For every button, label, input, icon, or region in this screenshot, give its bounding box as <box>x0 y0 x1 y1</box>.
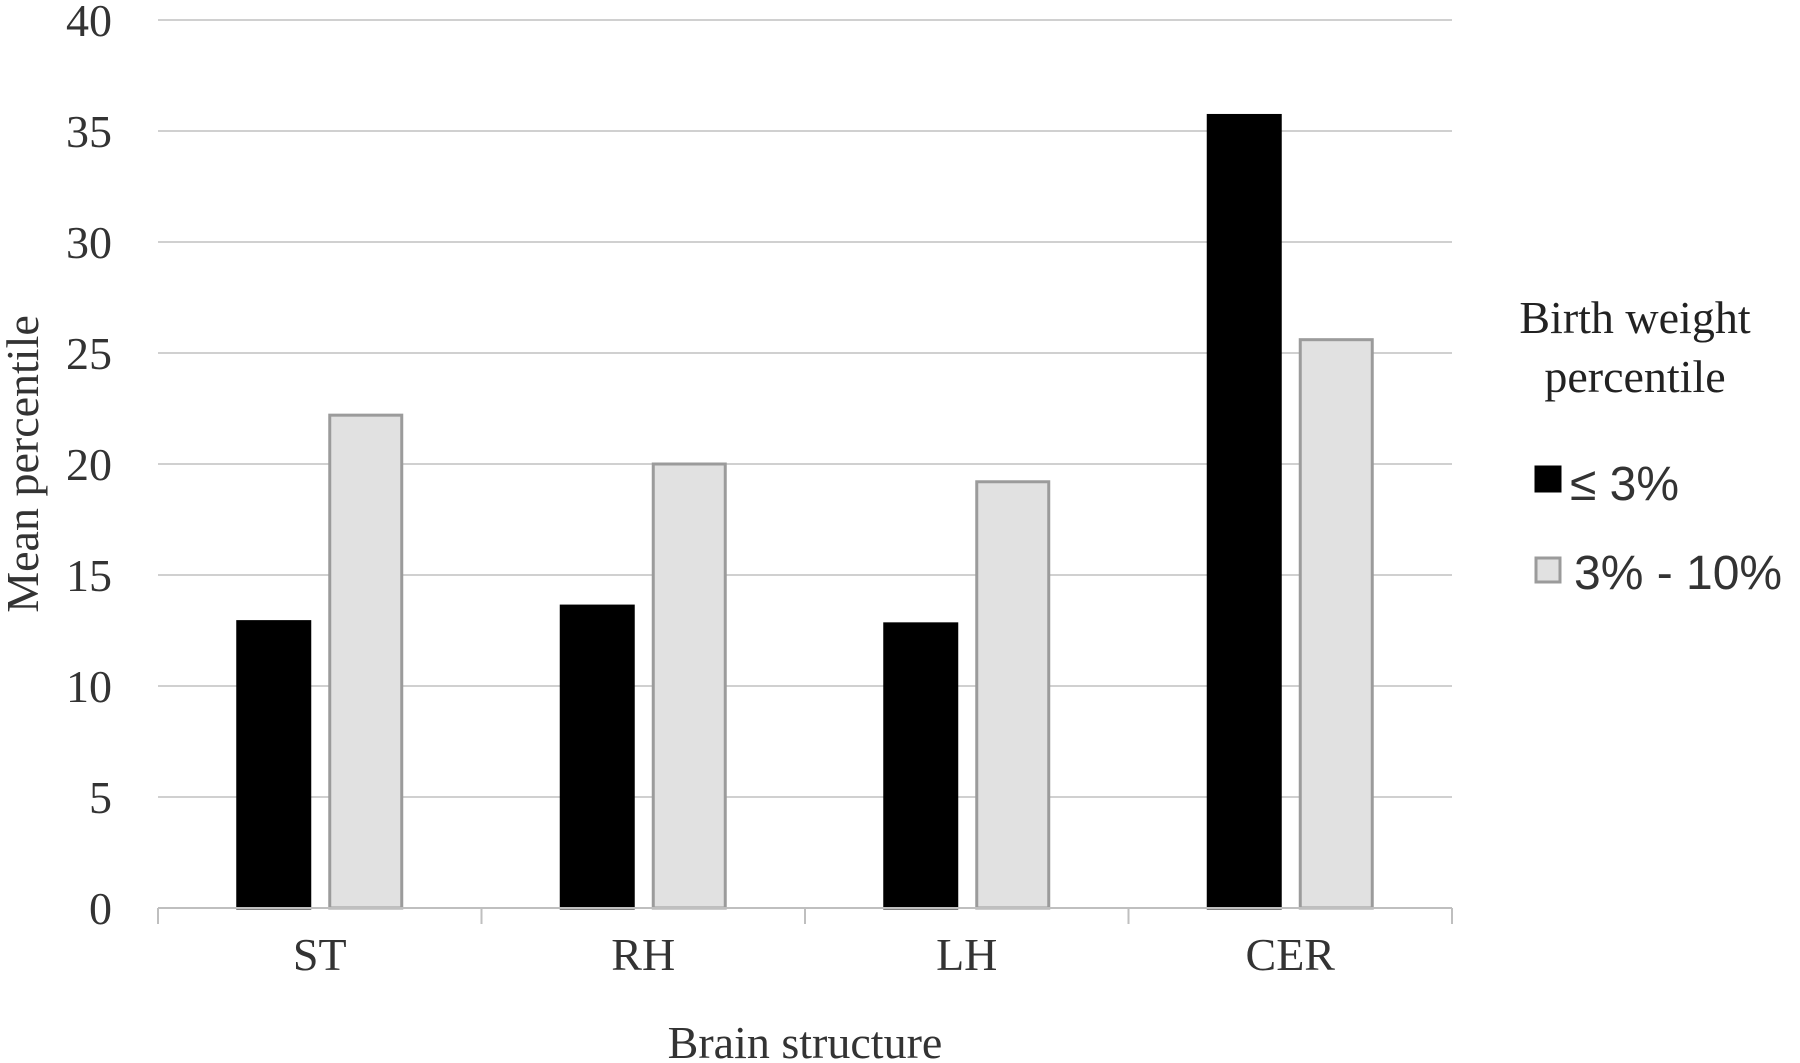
bar-rh-series-0 <box>559 604 635 910</box>
bar-lh-series-0 <box>883 622 959 910</box>
bar-cer-series-1 <box>1298 338 1374 910</box>
y-tick-label-15: 15 <box>66 550 112 601</box>
legend-title-line2: percentile <box>1544 351 1725 402</box>
bar-st-series-0 <box>236 620 312 910</box>
y-tick-label-5: 5 <box>89 772 112 823</box>
x-category-label-st: ST <box>293 929 347 980</box>
y-tick-label-0: 0 <box>89 883 112 934</box>
x-category-label-rh: RH <box>611 929 675 980</box>
legend-swatch-le-3 <box>1534 465 1562 493</box>
legend-label-le-3: ≤ 3% <box>1570 458 1679 511</box>
x-category-label-lh: LH <box>936 929 997 980</box>
bar-lh-series-1 <box>975 480 1051 910</box>
legend-title-line1: Birth weight <box>1519 292 1750 343</box>
x-category-label-cer: CER <box>1246 929 1336 980</box>
y-tick-label-25: 25 <box>66 328 112 379</box>
y-tick-label-35: 35 <box>66 106 112 157</box>
y-tick-label-20: 20 <box>66 439 112 490</box>
x-tick-marks <box>157 908 1453 924</box>
legend-swatch-3-10 <box>1534 556 1562 584</box>
x-axis-title: Brain structure <box>668 1017 943 1063</box>
y-tick-label-40: 40 <box>66 0 112 46</box>
y-tick-label-10: 10 <box>66 661 112 712</box>
y-axis-title: Mean percentile <box>0 315 48 613</box>
y-tick-labels: 0 5 10 15 20 25 30 35 40 <box>66 0 112 934</box>
bar-rh-series-1 <box>651 462 727 910</box>
bar-cer-series-0 <box>1206 113 1282 910</box>
x-category-labels: ST RH LH CER <box>293 929 1335 980</box>
legend-label-3-10: 3% - 10% <box>1574 547 1782 600</box>
legend: Birth weight percentile ≤ 3% 3% - 10% <box>1519 292 1782 600</box>
y-tick-label-30: 30 <box>66 217 112 268</box>
bars <box>236 113 1374 910</box>
bar-st-series-1 <box>328 413 404 910</box>
